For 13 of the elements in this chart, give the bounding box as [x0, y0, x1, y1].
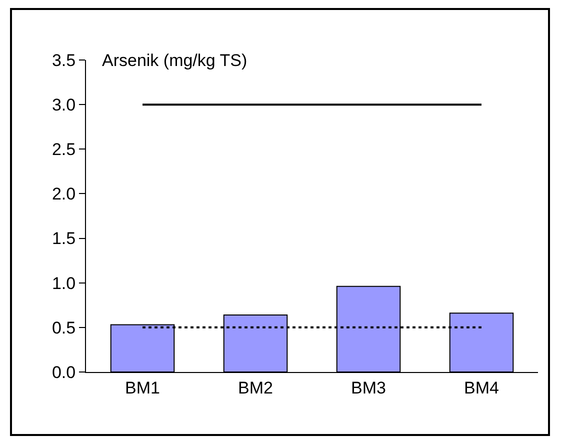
y-tick-label: 2.5 [52, 140, 76, 160]
y-tick-label: 3.5 [52, 50, 76, 70]
x-tick-label: BM2 [238, 378, 273, 398]
x-tick-label: BM1 [125, 378, 160, 398]
y-tick-label: 1.0 [52, 274, 76, 293]
y-tick-label: 3.0 [52, 96, 76, 115]
y-tick-label: 0.5 [52, 318, 76, 338]
y-tick-label: 1.5 [52, 229, 76, 248]
x-tick-label: BM4 [464, 378, 499, 398]
y-tick-label: 2.0 [52, 184, 76, 204]
chart-title: Arsenik (mg/kg TS) [102, 51, 248, 70]
x-tick-label: BM3 [351, 378, 386, 398]
y-tick-label: 0.0 [52, 362, 76, 382]
